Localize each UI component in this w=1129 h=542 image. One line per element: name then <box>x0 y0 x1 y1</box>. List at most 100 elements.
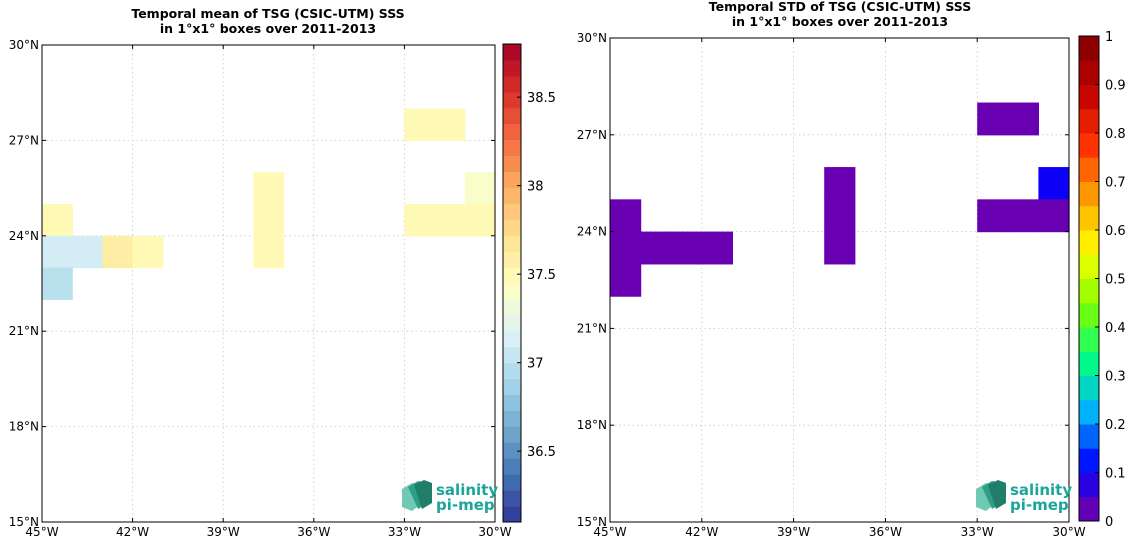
logo-text-salinity: salinity <box>1010 481 1072 499</box>
colorbar-band <box>503 394 521 411</box>
colorbar-frame <box>502 43 522 523</box>
colorbar-band <box>503 59 521 77</box>
colorbar-band <box>503 251 521 268</box>
data-cell <box>42 235 73 269</box>
data-cell <box>42 204 73 237</box>
x-tick-label: 30°W <box>478 525 511 539</box>
colorbar-band <box>503 155 521 172</box>
data-cell <box>434 204 466 237</box>
colorbar-band <box>1079 133 1099 158</box>
data-cell <box>72 235 103 269</box>
colorbar-band <box>1079 302 1099 328</box>
colorbar-tick-label: 0.9 <box>1105 79 1126 94</box>
colorbar-tick-label: 0.5 <box>1105 273 1126 288</box>
data-cell <box>977 102 1009 136</box>
colorbar-band <box>503 107 521 125</box>
x-tick-label: 42°W <box>685 525 718 539</box>
data-cell <box>824 167 856 200</box>
y-tick-label: 21°N <box>9 324 39 338</box>
x-tick-label: 33°W <box>388 525 421 539</box>
x-tick-label: 33°W <box>961 525 994 539</box>
data-cell <box>824 231 856 265</box>
data-cell <box>464 172 496 205</box>
data-cell <box>1038 167 1070 200</box>
y-tick-label: 18°N <box>577 418 607 432</box>
colorbar-tick-label: 0.3 <box>1105 370 1126 385</box>
y-tick-label: 30°N <box>9 38 39 52</box>
data-cell <box>42 267 73 300</box>
y-tick-label: 18°N <box>9 420 39 434</box>
chart-subtitle: in 1°x1° boxes over 2011-2013 <box>160 21 376 36</box>
x-tick-label: 39°W <box>777 525 810 539</box>
plot-frame <box>609 37 1070 523</box>
colorbar-band <box>1079 496 1099 522</box>
colorbar-tick-label: 0.6 <box>1105 224 1126 239</box>
y-tick-label: 15°N <box>577 515 607 529</box>
colorbar-band <box>503 346 521 364</box>
data-cell <box>434 108 466 141</box>
colorbar-tick-label: 0.2 <box>1105 418 1126 433</box>
data-cell <box>1007 199 1039 233</box>
colorbar-band <box>1079 84 1099 110</box>
colorbar-band <box>503 235 521 252</box>
colorbar-band <box>503 187 521 204</box>
y-tick-label: 30°N <box>577 31 607 45</box>
colorbar-tick-label: 0.4 <box>1105 321 1126 336</box>
data-cells <box>42 108 496 300</box>
colorbar-band <box>503 139 521 157</box>
data-cells <box>610 102 1070 297</box>
y-tick-label: 27°N <box>9 133 39 147</box>
colorbar-band <box>503 219 521 236</box>
axis-ticks: 45°W 42°W 39°W 36°W 33°W 30°W 15°N 18°N 21°N 24°N… <box>9 38 512 539</box>
colorbar-band <box>1079 36 1099 61</box>
colorbar-tick-label: 1 <box>1105 30 1113 45</box>
data-cell <box>701 231 733 265</box>
colorbar-band <box>503 506 521 523</box>
colorbar: 36.5 37 37.5 38 38.5 <box>502 43 556 523</box>
colorbar-band <box>503 458 521 475</box>
colorbar-band <box>1079 60 1099 85</box>
axis-ticks: 45°W 42°W 39°W 36°W 33°W 30°W 15°N 18°N 21°N 24°N… <box>577 31 1086 539</box>
y-tick-label: 24°N <box>577 225 607 239</box>
data-cell <box>640 231 672 265</box>
colorbar-band <box>503 203 521 220</box>
colorbar-band <box>503 171 521 188</box>
colorbar-band <box>503 490 521 507</box>
data-cell <box>404 108 436 141</box>
data-cell <box>824 199 856 233</box>
data-cell <box>102 235 134 269</box>
x-tick-label: 36°W <box>297 525 330 539</box>
x-tick-label: 30°W <box>1052 525 1085 539</box>
colorbar-band <box>1079 472 1099 498</box>
colorbar-band <box>1079 375 1099 401</box>
logo-wave-icon <box>414 480 432 509</box>
data-cell <box>132 235 164 269</box>
data-cell <box>1007 102 1039 136</box>
colorbar-band <box>503 75 521 93</box>
colorbar-band <box>503 123 521 141</box>
colorbar-band <box>1079 278 1099 304</box>
y-tick-label: 15°N <box>9 515 39 529</box>
data-cell <box>977 199 1009 233</box>
colorbar-band <box>1079 351 1099 376</box>
y-tick-label: 21°N <box>577 321 607 335</box>
logo-text-salinity: salinity <box>436 481 498 499</box>
colorbar-band <box>1079 254 1099 279</box>
chart-subtitle: in 1°x1° boxes over 2011-2013 <box>732 14 948 29</box>
colorbar-tick-label: 0.8 <box>1105 127 1126 142</box>
colorbar-band <box>1079 448 1099 473</box>
data-cell <box>610 199 642 233</box>
x-tick-label: 42°W <box>116 525 149 539</box>
colorbar-band <box>503 362 521 380</box>
colorbar-band <box>503 330 521 348</box>
colorbar-tick-label: 0.7 <box>1105 176 1126 191</box>
x-tick-label: 45°W <box>593 525 626 539</box>
y-tick-label: 27°N <box>577 128 607 142</box>
colorbar-band <box>1079 424 1099 449</box>
colorbar-band <box>503 267 521 284</box>
colorbar-band <box>1079 230 1099 255</box>
colorbar-band <box>503 298 521 316</box>
